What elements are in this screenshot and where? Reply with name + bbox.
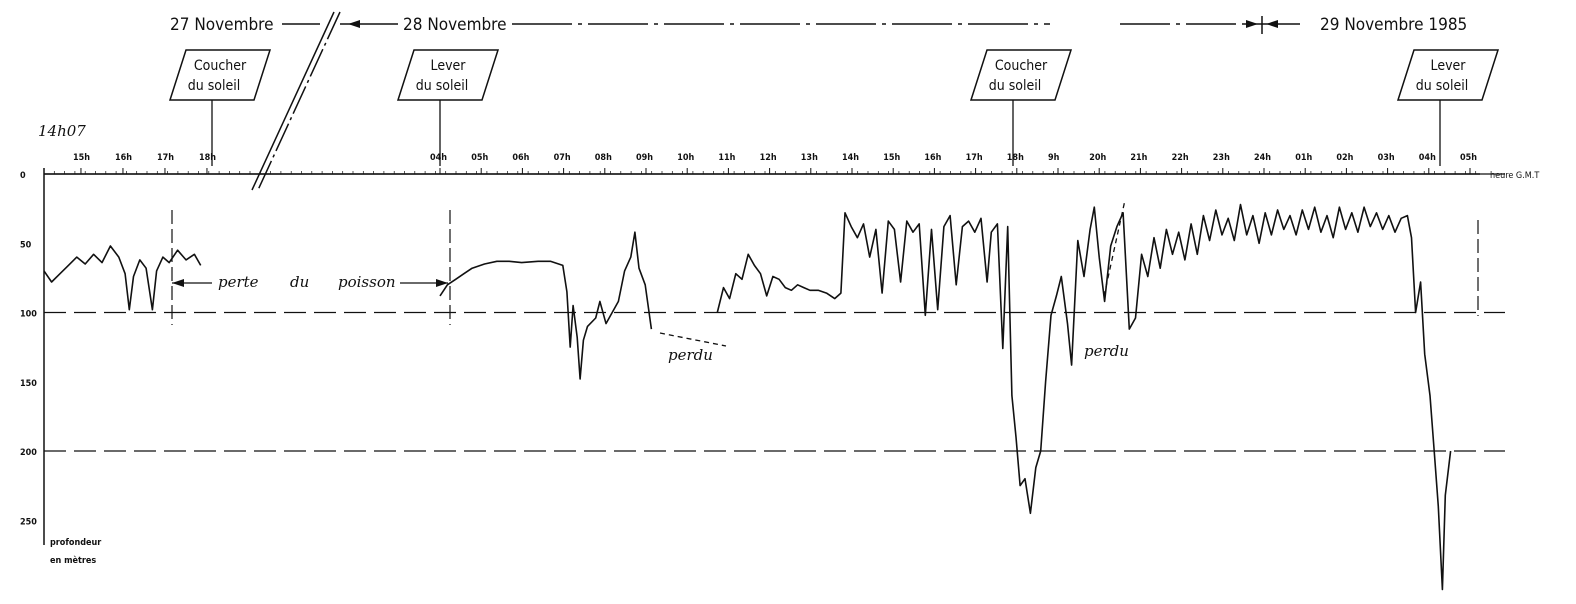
x-tick-day1-0: 15h [73,153,90,163]
depth-trace [43,203,1452,591]
x-tick-day2-6: 10h [677,153,694,163]
x-tick-day2-15: 9h [1048,153,1060,163]
event-box-2 [969,49,1073,101]
date-header: 27 Novembre 28 Novembre 29 Novembre 1985 [170,11,1467,191]
trace-day2b [716,203,1452,591]
perte-label-bg [212,272,400,292]
x-unit-label: heure G.M.T [1490,171,1539,181]
date-label-29: 29 Novembre 1985 [1320,15,1467,35]
event-box-0 [168,49,272,101]
y-tick-50: 50 [20,240,32,250]
date-label-28: 28 Novembre [403,15,507,35]
x-tick-labels: 15h 16h 17h 18h 04h 05h 06h 07h 08h 09h 10h 11h 12h 1… [43,153,1477,174]
x-tick-day2-4: 08h [595,153,612,163]
x-tick-day2-10: 14h [842,153,859,163]
y-tick-200: 200 [20,448,37,458]
x-tick-day2-16: 20h [1089,153,1106,163]
event-label1-0: Coucher [194,58,247,74]
x-tick-day2-3: 07h [554,153,571,163]
trace-day1 [43,245,202,311]
x-tick-day2-5: 09h [636,153,653,163]
x-tick-day1-1: 16h [115,153,132,163]
perdu-gap-1 [659,332,727,347]
event-box-3 [1396,49,1500,101]
event-3: Lever du soleil [1396,49,1500,166]
x-tick-day1-2: 17h [157,153,174,163]
x-tick-day2-25: 05h [1460,153,1477,163]
annotations: perte du poisson perdu perdu [171,199,1479,364]
y-tick-labels: 0 50 100 150 200 250 [20,171,37,527]
perte-label-3: poisson [338,273,396,291]
y-tick-0: 0 [20,171,26,181]
x-tick-day2-9: 13h [801,153,818,163]
x-tick-day2-13: 17h [966,153,983,163]
x-tick-day2-20: 24h [1254,153,1271,163]
y-label-line2: en mètres [50,555,96,566]
event-box-1 [396,49,500,101]
x-tick-day2-17: 21h [1130,153,1147,163]
event-label2-2: du soleil [989,78,1042,94]
x-tick-day2-22: 02h [1336,153,1353,163]
start-time-label: 14h07 [38,122,86,140]
y-tick-250: 250 [20,517,37,527]
x-tick-day2-0: 04h [430,153,447,163]
perte-arrow-right [436,279,448,287]
y-tick-150: 150 [20,379,37,389]
date-arrow-head-2 [1246,20,1258,28]
x-tick-day2-7: 11h [718,153,735,163]
event-markers: Coucher du soleil Lever du soleil Coucher du … [168,49,1500,166]
date-label-27: 27 Novembre [170,15,274,35]
x-tick-day2-21: 01h [1295,153,1312,163]
x-tick-day2-8: 12h [760,153,777,163]
axes: heure G.M.T profondeur en mètres 14h07 [38,122,1539,566]
x-tick-day2-18: 22h [1172,153,1189,163]
x-tick-day2-19: 23h [1213,153,1230,163]
event-label1-3: Lever [1431,58,1467,74]
perte-label-1: perte [218,273,259,291]
event-label1-2: Coucher [995,58,1048,74]
perte-label-2: du [290,273,309,291]
x-tick-day2-14: 18h [1007,153,1024,163]
event-label2-3: du soleil [1416,78,1469,94]
time-break-slash-2 [257,11,341,191]
event-2: Coucher du soleil [969,49,1073,166]
date-arrow-head-1 [348,20,360,28]
event-1: Lever du soleil [396,49,500,166]
trace-day2a [439,231,653,380]
event-label2-1: du soleil [416,78,469,94]
reference-lines [44,173,1505,452]
event-label2-0: du soleil [188,78,241,94]
y-label-line1: profondeur [50,538,101,548]
event-label1-1: Lever [431,58,467,74]
x-tick-day2-1: 05h [471,153,488,163]
perdu-label-1: perdu [668,346,713,364]
perdu-label-2: perdu [1084,342,1129,360]
time-break-slash-1 [251,11,335,191]
x-tick-day2-11: 15h [883,153,900,163]
x-tick-day2-23: 03h [1378,153,1395,163]
x-tick-day2-12: 16h [924,153,941,163]
perte-arrow-left [172,279,184,287]
date-arrow-head-3 [1266,20,1278,28]
x-tick-day2-24: 04h [1419,153,1436,163]
x-tick-day1-3: 18h [199,153,216,163]
x-tick-day2-2: 06h [512,153,529,163]
event-0: Coucher du soleil [168,49,272,166]
y-tick-100: 100 [20,310,37,320]
